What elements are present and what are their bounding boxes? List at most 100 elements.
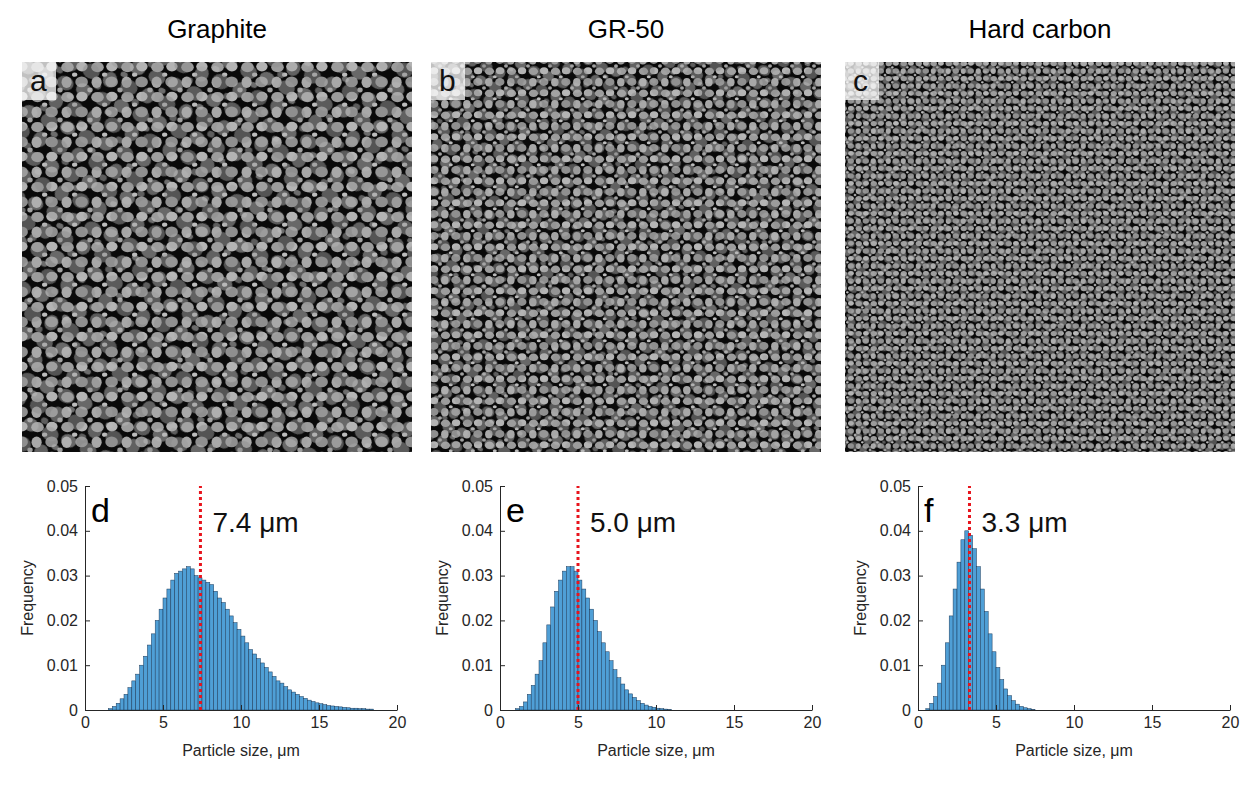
histogram-panel: 0510152000.010.020.030.040.05Particle si… — [434, 478, 822, 759]
bar — [268, 672, 272, 710]
bar — [183, 569, 187, 710]
bar — [147, 645, 151, 710]
tick: 0.05 — [462, 478, 505, 495]
tick: 10 — [648, 705, 666, 731]
panel-label: a — [30, 64, 47, 97]
bar — [562, 571, 566, 710]
panel-label-background — [845, 62, 879, 100]
bar — [590, 609, 594, 710]
bar — [307, 700, 311, 710]
bar — [957, 562, 961, 710]
bar — [953, 589, 957, 710]
bar — [1016, 704, 1020, 710]
bar — [264, 667, 268, 710]
bar — [214, 591, 218, 710]
tick: 0 — [902, 702, 923, 719]
tick: 0.02 — [462, 612, 505, 629]
tick: 0.03 — [880, 567, 923, 584]
tick-mark — [812, 705, 813, 710]
x-axis: 05101520 — [496, 705, 821, 731]
tick-mark — [578, 705, 579, 710]
bar — [245, 643, 249, 710]
bar — [222, 602, 226, 710]
bar — [598, 632, 602, 710]
tick-label: 0.02 — [462, 612, 493, 629]
tick-mark — [500, 665, 505, 666]
bar — [296, 694, 300, 710]
bar — [938, 683, 942, 710]
tick-mark — [85, 486, 90, 487]
bar — [120, 699, 124, 710]
x-axis-title: Particle size, μm — [182, 742, 300, 759]
bar — [112, 706, 116, 710]
bar — [335, 706, 339, 710]
tick-label: 0.05 — [880, 478, 911, 495]
tick: 0.04 — [880, 522, 923, 539]
bar — [167, 589, 171, 710]
bar — [292, 692, 296, 710]
panel-label-background — [22, 62, 56, 100]
tick-label: 5 — [992, 714, 1001, 731]
histogram-panel: 0510152000.010.020.030.040.05Particle si… — [19, 478, 407, 759]
panel-label-background — [431, 62, 465, 100]
bar — [311, 701, 315, 710]
tick-mark — [1152, 705, 1153, 710]
micrograph-overlay — [845, 62, 1235, 452]
tick: 20 — [389, 705, 407, 731]
figure: aGraphitebGR-50cHard carbon0510152000.01… — [0, 0, 1243, 789]
bar — [288, 690, 292, 710]
bar — [108, 709, 112, 710]
tick: 0.04 — [462, 522, 505, 539]
bar — [194, 576, 198, 710]
tick: 0 — [69, 702, 90, 719]
bar — [140, 665, 144, 710]
bar — [520, 706, 524, 710]
axis-line — [919, 710, 1231, 711]
bar — [280, 683, 284, 710]
bar — [159, 609, 163, 710]
tick: 10 — [233, 705, 251, 731]
tick-label: 0.03 — [880, 567, 911, 584]
tick-label: 20 — [1222, 714, 1240, 731]
tick: 0.04 — [47, 522, 90, 539]
bar — [237, 629, 241, 710]
tick-label: 0.03 — [462, 567, 493, 584]
tick-label: 0.04 — [462, 522, 493, 539]
bar — [640, 703, 644, 710]
bar — [175, 573, 179, 710]
bar — [124, 694, 128, 710]
bar — [144, 656, 148, 710]
bar — [531, 685, 535, 710]
bar — [945, 643, 949, 710]
bar — [171, 580, 175, 710]
bar — [668, 709, 672, 710]
bar — [613, 670, 617, 710]
column-title: Hard carbon — [968, 14, 1111, 44]
bar — [559, 580, 563, 710]
tick: 0.05 — [880, 478, 923, 495]
bar — [249, 650, 253, 710]
tick-label: 0 — [484, 702, 493, 719]
tick-mark — [241, 705, 242, 710]
bar — [132, 681, 136, 710]
tick: 0.03 — [47, 567, 90, 584]
bar — [992, 652, 996, 710]
bar — [926, 709, 930, 710]
axis-line — [500, 487, 501, 711]
bar — [1027, 709, 1031, 710]
bar — [272, 676, 276, 710]
bar — [179, 571, 183, 710]
micrograph-overlay — [431, 62, 821, 452]
tick-label: 0.05 — [47, 478, 78, 495]
tick-label: 0 — [81, 714, 90, 731]
tick-mark — [918, 620, 923, 621]
micrograph — [845, 62, 1235, 452]
bar — [358, 709, 362, 710]
bar — [586, 598, 590, 710]
tick-mark — [85, 710, 90, 711]
tick-mark — [500, 531, 505, 532]
bar — [331, 706, 335, 710]
tick-label: 0.02 — [47, 612, 78, 629]
tick-label: 0.04 — [880, 522, 911, 539]
bar — [617, 678, 621, 710]
